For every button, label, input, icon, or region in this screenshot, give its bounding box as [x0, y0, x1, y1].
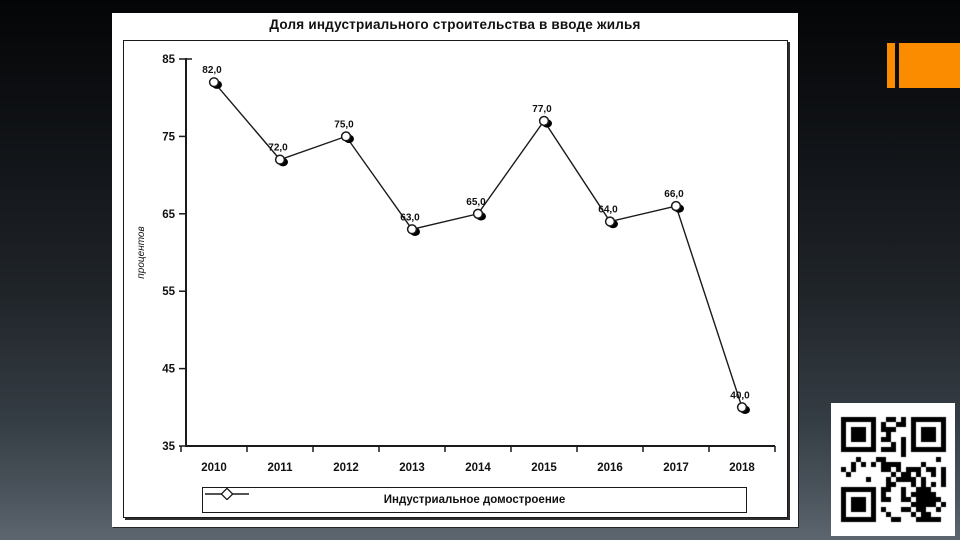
y-axis-label: процентов: [136, 226, 147, 278]
data-point-label: 66,0: [664, 189, 684, 200]
y-axis-tick-label: 35: [162, 441, 175, 453]
data-point-marker: [472, 208, 484, 219]
y-axis-tick-label: 55: [162, 286, 175, 298]
x-axis-tick-label: 2016: [597, 462, 623, 474]
data-point-marker: [736, 402, 748, 413]
data-point-marker: [604, 216, 616, 227]
data-point-label: 64,0: [598, 205, 618, 216]
data-point-marker: [406, 224, 418, 235]
data-point-marker: [670, 200, 682, 212]
chart-title: Доля индустриального строительства в вво…: [269, 17, 641, 32]
y-axis-tick-label: 75: [162, 131, 175, 143]
qr-code: [831, 403, 955, 536]
x-axis-tick-label: 2014: [465, 462, 491, 474]
data-point-label: 40,0: [730, 390, 750, 401]
x-axis-tick-label: 2013: [399, 462, 425, 474]
x-axis-tick-label: 2018: [729, 462, 755, 474]
y-axis-tick-label: 65: [162, 209, 175, 221]
data-point-label: 75,0: [334, 119, 354, 130]
x-axis-tick-label: 2015: [531, 462, 557, 474]
x-axis-tick-label: 2017: [663, 462, 689, 474]
data-point-marker: [538, 115, 550, 127]
data-point-label: 65,0: [466, 197, 486, 208]
chart-legend: Индустриальное домостроение: [202, 487, 747, 513]
data-point-marker: [274, 154, 286, 165]
line-chart: 85 75 65 55 45 35 2010 2011 2012 2013 2014 2015 2016…: [136, 54, 776, 474]
x-axis-tick-label: 2012: [333, 462, 359, 474]
data-point-label: 82,0: [202, 65, 222, 76]
data-point-label: 63,0: [400, 212, 420, 223]
y-axis-tick-label: 85: [162, 54, 175, 66]
data-point-marker: [208, 77, 220, 88]
x-axis-tick-label: 2010: [201, 462, 227, 474]
chart-card: Доля индустриального строительства в вво…: [112, 13, 798, 527]
x-axis-tick-label: 2011: [268, 462, 294, 474]
plot-frame: 85 75 65 55 45 35 2010 2011 2012 2013 2014 2015 2016…: [123, 40, 788, 518]
data-point-label: 77,0: [532, 104, 552, 115]
data-point-label: 72,0: [268, 143, 288, 154]
accent-bar-thin-icon: [887, 43, 895, 88]
data-point-marker: [340, 131, 352, 142]
y-axis-tick-label: 45: [162, 364, 175, 376]
accent-bar-wide-icon: [899, 43, 960, 88]
legend-line-diamond-icon: [205, 488, 249, 500]
legend-label: Индустриальное домостроение: [383, 494, 566, 506]
series-line: [213, 81, 743, 408]
